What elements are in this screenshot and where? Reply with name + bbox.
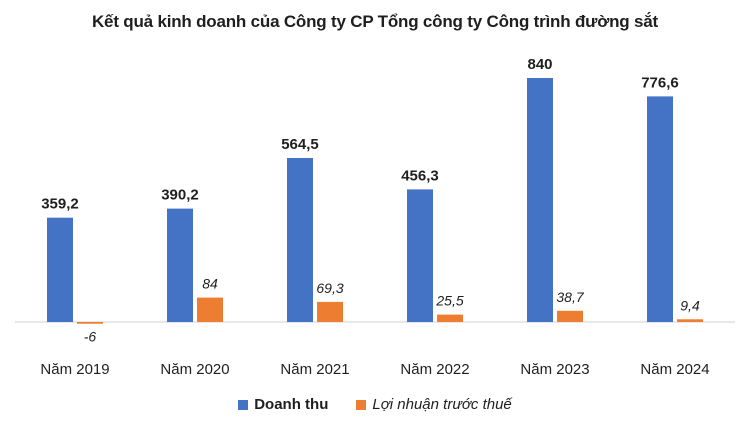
x-tick-label: Năm 2021	[280, 361, 349, 378]
legend-item-profit: Lợi nhuận trước thuế	[356, 396, 512, 413]
x-tick-label: Năm 2019	[40, 361, 109, 378]
data-label-profit: -6	[84, 329, 97, 345]
bar-profit	[437, 314, 463, 322]
data-label-revenue: 564,5	[281, 136, 319, 153]
data-label-revenue: 456,3	[401, 167, 439, 184]
legend: Doanh thu Lợi nhuận trước thuế	[0, 396, 750, 413]
x-tick-label: Năm 2024	[640, 361, 709, 378]
bar-revenue	[647, 96, 673, 323]
x-tick-label: Năm 2023	[520, 361, 589, 378]
legend-swatch-revenue	[238, 399, 249, 410]
bar-revenue	[407, 189, 433, 322]
data-label-profit: 84	[202, 276, 218, 292]
bar-revenue	[527, 78, 553, 322]
bar-revenue	[287, 158, 313, 322]
data-label-profit: 69,3	[316, 280, 343, 296]
bar-revenue	[47, 217, 73, 322]
x-tick-label: Năm 2022	[400, 361, 469, 378]
data-label-profit: 25,5	[435, 293, 463, 309]
bar-profit	[557, 310, 583, 322]
bar-profit	[677, 319, 703, 322]
bar-profit	[317, 301, 343, 322]
data-label-revenue: 359,2	[41, 196, 79, 213]
legend-label-profit: Lợi nhuận trước thuế	[372, 396, 512, 413]
data-label-revenue: 776,6	[641, 74, 679, 91]
legend-swatch-profit	[356, 399, 367, 410]
legend-label-revenue: Doanh thu	[254, 396, 329, 413]
bar-profit	[77, 322, 103, 324]
data-label-profit: 9,4	[680, 297, 700, 313]
bar-revenue	[167, 208, 193, 322]
chart-title: Kết quả kinh doanh của Công ty CP Tổng c…	[91, 12, 658, 31]
bar-profit	[197, 297, 223, 322]
legend-item-revenue: Doanh thu	[238, 396, 328, 413]
data-label-revenue: 390,2	[161, 187, 199, 204]
x-tick-label: Năm 2020	[160, 361, 229, 378]
data-label-revenue: 840	[527, 56, 552, 73]
data-label-profit: 38,7	[556, 289, 584, 305]
